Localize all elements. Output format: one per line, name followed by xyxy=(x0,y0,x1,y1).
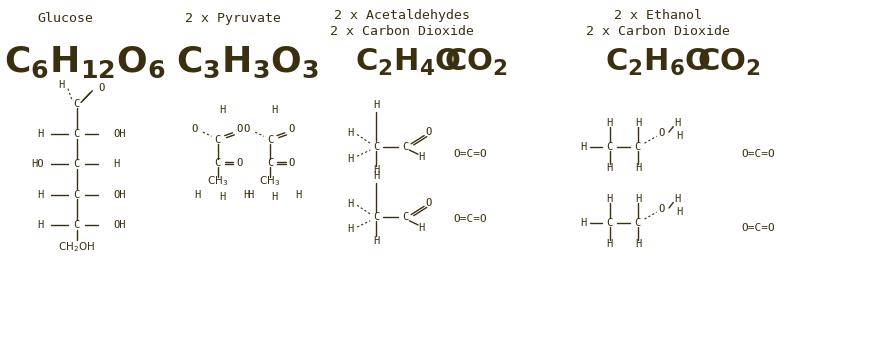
Text: H: H xyxy=(674,194,681,204)
Text: O: O xyxy=(658,128,665,138)
Text: 2 x Carbon Dioxide: 2 x Carbon Dioxide xyxy=(330,25,475,38)
Text: H: H xyxy=(219,193,226,202)
Text: H: H xyxy=(606,163,613,173)
Text: C: C xyxy=(214,135,221,145)
Text: 2 x Acetaldehydes: 2 x Acetaldehydes xyxy=(334,9,470,22)
Text: O: O xyxy=(288,158,295,168)
Text: H: H xyxy=(271,106,278,115)
Text: OH: OH xyxy=(113,129,125,139)
Text: H: H xyxy=(373,100,380,110)
Text: OH: OH xyxy=(113,220,125,230)
Text: C: C xyxy=(402,142,408,151)
Text: $\mathbf{C_6H_{12}O_6}$: $\mathbf{C_6H_{12}O_6}$ xyxy=(4,45,165,80)
Text: C: C xyxy=(267,135,273,145)
Text: 2 x Carbon Dioxide: 2 x Carbon Dioxide xyxy=(585,25,730,38)
Text: H: H xyxy=(606,194,613,204)
Text: O: O xyxy=(288,125,295,134)
Text: H: H xyxy=(580,218,587,227)
Text: H: H xyxy=(37,220,44,230)
Text: 2 x Ethanol: 2 x Ethanol xyxy=(613,9,702,22)
Text: H: H xyxy=(606,118,613,128)
Text: C: C xyxy=(373,213,380,222)
Text: C: C xyxy=(214,158,221,168)
Text: H: H xyxy=(606,239,613,249)
Text: C: C xyxy=(73,159,80,169)
Text: H: H xyxy=(373,236,380,246)
Text: O: O xyxy=(191,125,198,134)
Text: C: C xyxy=(634,142,641,151)
Text: O=C=O: O=C=O xyxy=(454,214,487,224)
Text: O: O xyxy=(658,204,665,214)
Text: H: H xyxy=(580,142,587,151)
Text: $\mathrm{CH_3}$: $\mathrm{CH_3}$ xyxy=(260,174,280,188)
Text: H: H xyxy=(219,106,226,115)
Text: C: C xyxy=(73,220,80,230)
Text: H: H xyxy=(635,118,642,128)
Text: H: H xyxy=(676,207,683,217)
Text: O: O xyxy=(243,125,250,134)
Text: H: H xyxy=(246,190,253,200)
Text: HO: HO xyxy=(31,159,44,169)
Text: O: O xyxy=(425,127,432,137)
Text: O: O xyxy=(236,158,243,168)
Text: $\mathrm{CH_2OH}$: $\mathrm{CH_2OH}$ xyxy=(58,240,95,254)
Text: H: H xyxy=(373,171,380,181)
Text: O=C=O: O=C=O xyxy=(741,223,774,233)
Text: C: C xyxy=(606,142,613,151)
Text: C: C xyxy=(73,129,80,139)
Text: H: H xyxy=(676,131,683,141)
Text: C: C xyxy=(402,213,408,222)
Text: OH: OH xyxy=(113,190,125,199)
Text: H: H xyxy=(295,190,302,200)
Text: O: O xyxy=(236,125,243,134)
Text: C: C xyxy=(73,99,80,108)
Text: $\mathbf{C_2H_4O}$: $\mathbf{C_2H_4O}$ xyxy=(355,47,462,78)
Text: C: C xyxy=(73,190,80,199)
Text: Glucose: Glucose xyxy=(37,12,93,26)
Text: H: H xyxy=(373,165,380,175)
Text: H: H xyxy=(347,199,354,208)
Text: $\mathbf{C_2H_6O}$: $\mathbf{C_2H_6O}$ xyxy=(605,47,712,78)
Text: H: H xyxy=(418,223,425,233)
Text: H: H xyxy=(194,190,201,200)
Text: H: H xyxy=(37,129,44,139)
Text: H: H xyxy=(243,190,250,200)
Text: O=C=O: O=C=O xyxy=(741,149,774,158)
Text: $\mathbf{CO_2}$: $\mathbf{CO_2}$ xyxy=(444,47,508,78)
Text: C: C xyxy=(606,218,613,227)
Text: O: O xyxy=(98,83,105,93)
Text: H: H xyxy=(113,159,119,169)
Text: $\mathbf{C_3H_3O_3}$: $\mathbf{C_3H_3O_3}$ xyxy=(176,45,319,80)
Text: $\mathrm{CH_3}$: $\mathrm{CH_3}$ xyxy=(207,174,228,188)
Text: H: H xyxy=(347,128,354,138)
Text: 2 x Pyruvate: 2 x Pyruvate xyxy=(186,12,281,26)
Text: H: H xyxy=(347,225,354,234)
Text: H: H xyxy=(57,80,64,89)
Text: H: H xyxy=(37,190,44,199)
Text: H: H xyxy=(635,194,642,204)
Text: H: H xyxy=(674,118,681,128)
Text: C: C xyxy=(267,158,273,168)
Text: O: O xyxy=(425,198,432,208)
Text: $\mathbf{CO_2}$: $\mathbf{CO_2}$ xyxy=(697,47,760,78)
Text: H: H xyxy=(635,163,642,173)
Text: H: H xyxy=(635,239,642,249)
Text: O=C=O: O=C=O xyxy=(454,149,487,158)
Text: H: H xyxy=(271,193,278,202)
Text: H: H xyxy=(418,152,425,162)
Text: C: C xyxy=(373,142,380,151)
Text: C: C xyxy=(634,218,641,227)
Text: H: H xyxy=(347,154,354,164)
